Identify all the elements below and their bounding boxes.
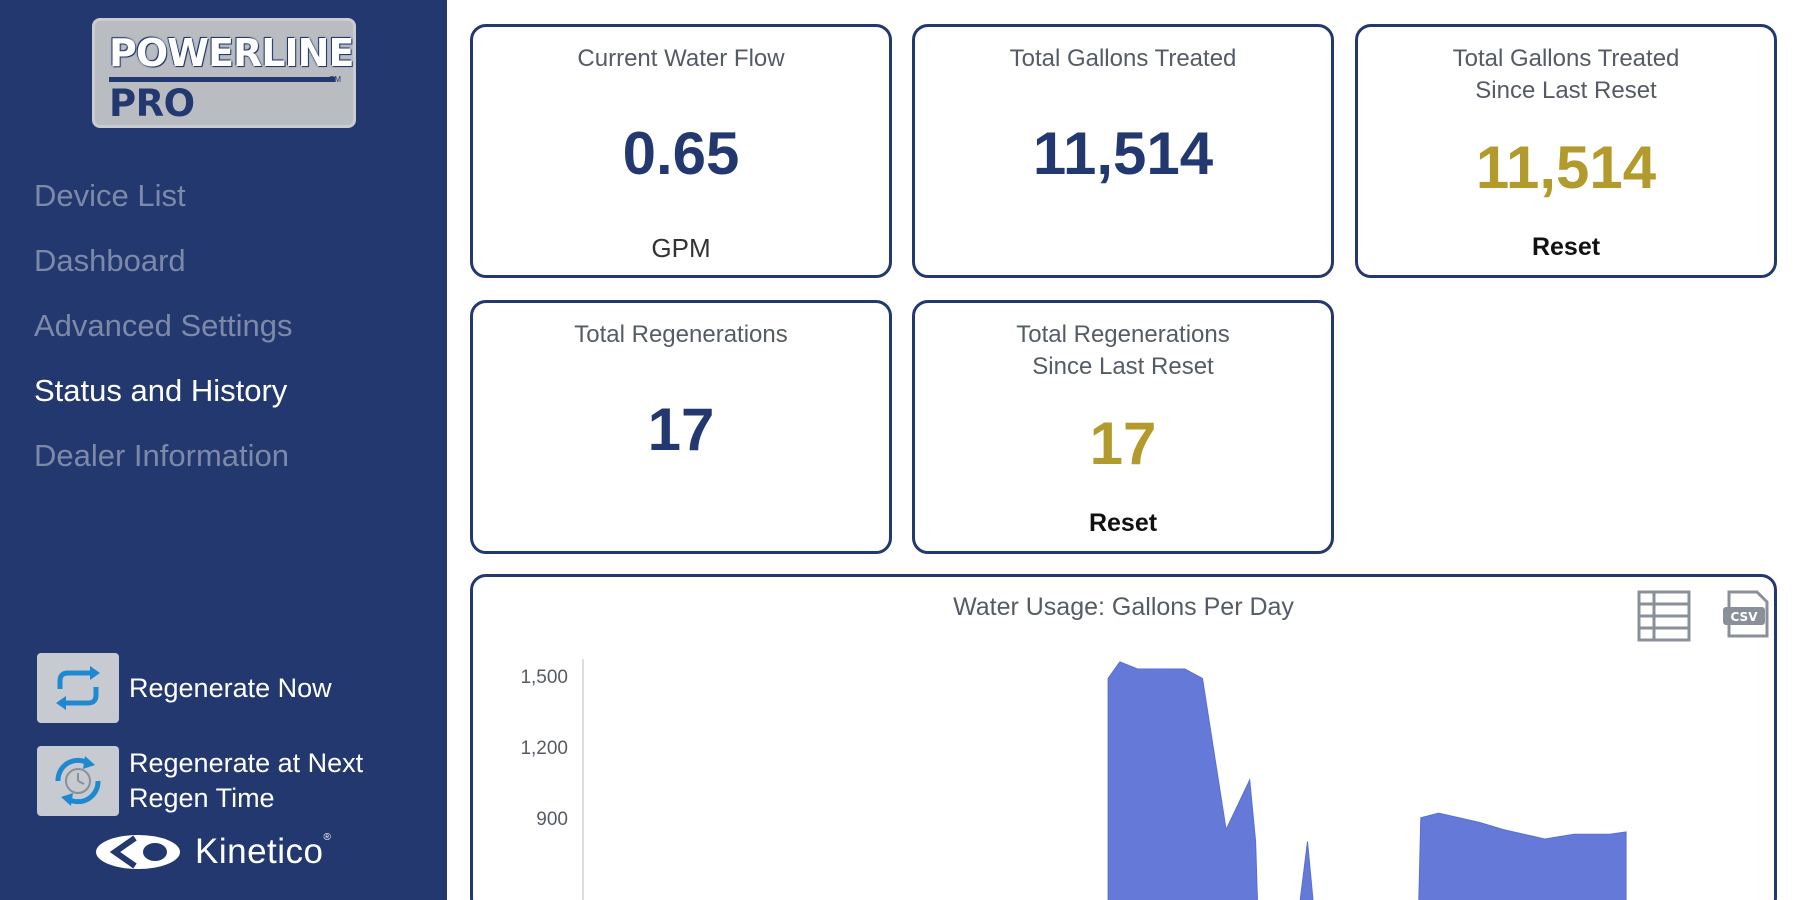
water-usage-chart-card: 1,500 1,200 900 Water Usage: Gallons Per D… (470, 574, 1777, 900)
nav-item-status-and-history[interactable]: Status and History (34, 373, 288, 408)
nav-item-device-list[interactable]: Device List (34, 178, 186, 213)
logo-line-2: PRO SERIES (109, 82, 253, 168)
table-icon (1637, 590, 1691, 642)
logo-line-1: POWERLINE (109, 31, 354, 75)
regenerations-since-reset-card: Total Regenerations Since Last Reset 17 … (912, 300, 1334, 554)
sidebar: POWERLINE TM PRO SERIES Device List Dash… (0, 0, 447, 900)
card-title: Total Regenerations Since Last Reset (1016, 321, 1230, 380)
total-regenerations-card: Total Regenerations 17 (470, 300, 892, 554)
gallons-reset-button[interactable]: Reset (1531, 233, 1601, 261)
refresh-icon (37, 653, 119, 723)
card-value: 11,514 (1032, 120, 1214, 187)
card-title: Total Regenerations (574, 321, 788, 348)
usage-area-series (1107, 661, 1627, 900)
regenerations-reset-button[interactable]: Reset (1088, 509, 1158, 537)
y-tick-label: 900 (536, 809, 568, 830)
y-tick-label: 1,200 (520, 738, 568, 759)
kinetico-brand: Kinetico® (95, 832, 331, 872)
nav-item-dealer-information[interactable]: Dealer Information (34, 438, 290, 473)
regenerate-now-label: Regenerate Now (129, 672, 332, 703)
regenerate-next-time-label: Regenerate at Next Regen Time (129, 748, 364, 813)
nav-item-dashboard[interactable]: Dashboard (34, 243, 186, 278)
card-title: Total Gallons Treated Since Last Reset (1452, 45, 1680, 104)
chart-title: Water Usage: Gallons Per Day (953, 593, 1294, 621)
card-value: 17 (1089, 410, 1157, 477)
clock-refresh-icon (37, 746, 119, 816)
csv-icon: CSV (1723, 590, 1769, 638)
card-unit: GPM (651, 233, 711, 263)
kinetico-logo-icon (96, 835, 180, 869)
regenerate-next-time-button[interactable]: Regenerate at Next Regen Time (37, 746, 379, 816)
regenerate-now-button[interactable]: Regenerate Now (37, 653, 379, 723)
logo-bar (109, 77, 335, 82)
gallons-since-reset-card: Total Gallons Treated Since Last Reset 1… (1355, 24, 1777, 278)
water-usage-chart: 1,500 1,200 900 (520, 659, 1627, 900)
logo-trademark: TM (329, 75, 341, 84)
kinetico-wordmark: Kinetico® (195, 832, 332, 871)
powerline-logo: POWERLINE TM PRO SERIES (92, 18, 356, 168)
card-title: Total Gallons Treated (1009, 45, 1237, 72)
card-value: 11,514 (1475, 134, 1657, 201)
card-value: 17 (647, 396, 715, 463)
y-tick-label: 1,500 (520, 667, 568, 688)
current-water-flow-card: Current Water Flow 0.65 GPM (470, 24, 892, 278)
nav-item-advanced-settings[interactable]: Advanced Settings (34, 308, 293, 343)
card-title: Current Water Flow (577, 45, 785, 72)
table-view-button[interactable] (1636, 589, 1692, 648)
card-value: 0.65 (622, 120, 740, 187)
total-gallons-card: Total Gallons Treated 11,514 (912, 24, 1334, 278)
svg-text:CSV: CSV (1731, 610, 1759, 624)
csv-export-button[interactable]: CSV (1721, 589, 1771, 644)
nav-menu: Device List Dashboard Advanced Settings … (34, 163, 293, 488)
